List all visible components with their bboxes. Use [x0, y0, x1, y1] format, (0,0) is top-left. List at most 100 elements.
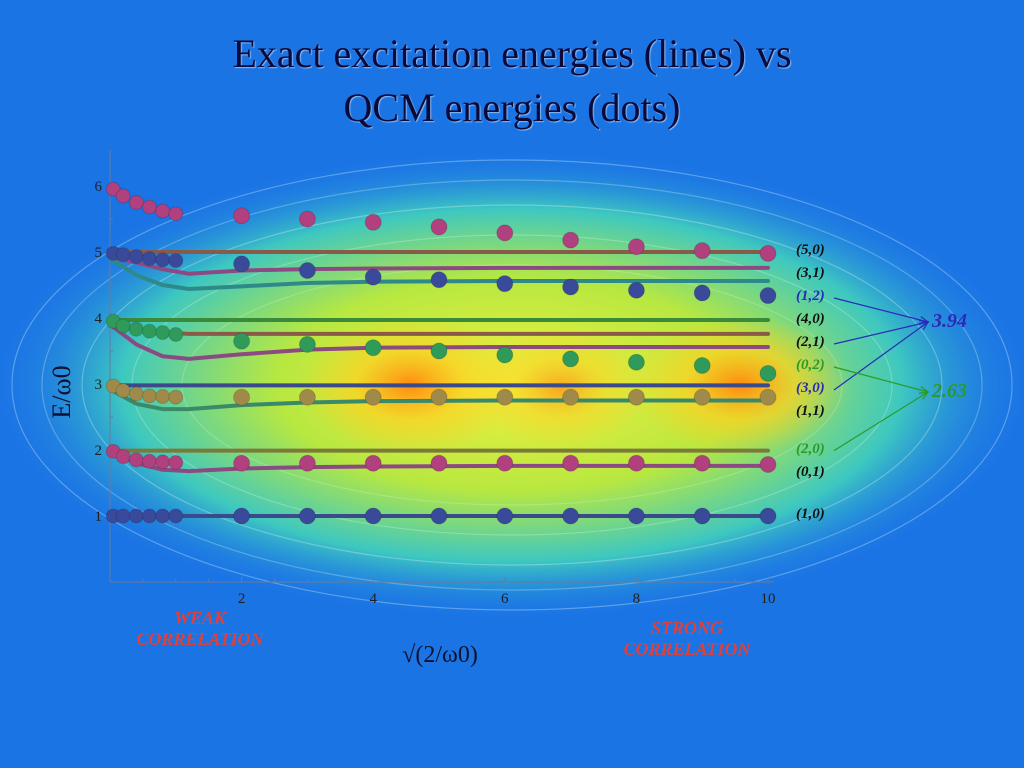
qcm-dot [627, 507, 645, 525]
y-tick-label: 3 [95, 377, 103, 393]
x-tick-label: 6 [501, 591, 509, 607]
y-tick-label: 2 [95, 443, 103, 459]
arrow-line [833, 321, 929, 391]
qcm-dot [759, 364, 777, 382]
degenerate-energy-value: 3.94 [932, 310, 967, 332]
qcm-dot [115, 449, 131, 465]
line-label: (1,2) [796, 288, 825, 304]
arrow-line [833, 297, 929, 323]
qcm-dot [141, 323, 157, 339]
qcm-dot [364, 454, 382, 472]
qcm-dot [233, 207, 251, 225]
line-label: (1,1) [796, 403, 825, 419]
qcm-dot [168, 206, 184, 222]
weak-correlation-note: WEAK CORRELATION [108, 608, 292, 650]
qcm-dot [430, 218, 448, 236]
line-label: (1,0) [796, 506, 825, 522]
qcm-dot [496, 454, 514, 472]
weak-note-line2: CORRELATION [136, 629, 264, 649]
x-tick-label: 8 [633, 591, 641, 607]
degenerate-energy-value: 2.63 [932, 380, 967, 402]
line-label: (2,0) [796, 440, 825, 457]
strong-note-line1: STRONG [650, 618, 723, 638]
qcm-dot [627, 454, 645, 472]
qcm-dot [298, 454, 316, 472]
qcm-dot [298, 388, 316, 406]
qcm-dot [627, 388, 645, 406]
qcm-dot [141, 199, 157, 215]
x-tick-label: 2 [238, 591, 246, 607]
qcm-dot [298, 210, 316, 228]
qcm-dot [562, 388, 580, 406]
x-tick-label: 10 [761, 591, 776, 607]
qcm-dot [496, 224, 514, 242]
qcm-dot [168, 327, 184, 342]
qcm-dot [430, 271, 448, 289]
qcm-dot [115, 247, 131, 263]
arrow-line [833, 366, 929, 393]
y-tick-label: 4 [95, 311, 103, 327]
qcm-dot [168, 455, 184, 471]
y-tick-label: 1 [95, 509, 103, 525]
qcm-energy-dots [105, 181, 777, 525]
qcm-dot [155, 508, 171, 524]
line-label: (5,0) [796, 242, 825, 258]
qcm-dot [233, 388, 251, 406]
slide-title-line1: Exact excitation energies (lines) vs [232, 31, 792, 76]
qcm-dot [298, 335, 316, 353]
arrow-line [833, 321, 929, 345]
qcm-dot [759, 244, 777, 262]
qcm-dot [128, 249, 144, 265]
weak-note-line1: WEAK [173, 608, 227, 628]
strong-note-line2: CORRELATION [623, 639, 751, 659]
qcm-dot [430, 454, 448, 472]
qcm-dot [562, 454, 580, 472]
qcm-dot [562, 350, 580, 368]
qcm-dot [233, 332, 251, 350]
qcm-dot [693, 454, 711, 472]
qcm-dot [128, 321, 144, 337]
qcm-dot [141, 508, 157, 524]
exact-line [108, 322, 770, 361]
strong-correlation-note: STRONG CORRELATION [592, 618, 782, 660]
qcm-dot [759, 456, 777, 474]
qcm-dot [155, 389, 171, 405]
qcm-dot [105, 181, 121, 197]
line-label: (3,1) [796, 265, 825, 281]
qcm-dot [364, 388, 382, 406]
qcm-dot [233, 255, 251, 273]
qcm-dot [496, 275, 514, 293]
qcm-dot [298, 261, 316, 279]
arrow-head [919, 391, 930, 400]
qcm-dot [759, 388, 777, 406]
slide-title-line2: QCM energies (dots) [343, 85, 681, 130]
qcm-dot [168, 389, 184, 405]
qcm-dot [627, 281, 645, 299]
line-label: (4,0) [796, 311, 825, 327]
qcm-dot [168, 253, 184, 269]
qcm-dot [496, 388, 514, 406]
x-tick-label: 4 [369, 591, 377, 607]
y-axis-label: E/ω0 [47, 365, 76, 418]
qcm-dot [128, 195, 144, 210]
qcm-dot [233, 454, 251, 472]
qcm-dot [562, 507, 580, 525]
qcm-dot [115, 508, 131, 524]
arrow-line [833, 391, 929, 452]
qcm-dot [233, 507, 251, 525]
qcm-dot [496, 346, 514, 364]
qcm-dot [693, 357, 711, 375]
qcm-dot [155, 325, 171, 341]
qcm-dot [115, 318, 131, 334]
qcm-dot [693, 507, 711, 525]
y-tick-label: 6 [95, 179, 103, 195]
line-label: (2,1) [796, 334, 825, 350]
exact-line [108, 255, 770, 276]
qcm-dot [693, 284, 711, 302]
qcm-dot [128, 386, 144, 402]
line-label: (0,2) [796, 357, 825, 373]
qcm-dot [128, 452, 144, 468]
qcm-dot [430, 342, 448, 360]
